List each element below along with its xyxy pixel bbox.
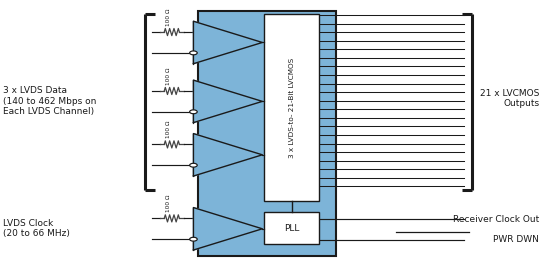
Circle shape [190, 51, 197, 55]
Polygon shape [193, 21, 262, 64]
Text: 100 Ω: 100 Ω [166, 8, 171, 26]
Text: 100 Ω: 100 Ω [166, 67, 171, 85]
Bar [264, 14, 319, 201]
Text: 100 Ω: 100 Ω [166, 195, 171, 212]
Circle shape [190, 110, 197, 114]
Text: 100 Ω: 100 Ω [166, 121, 171, 138]
Text: PLL: PLL [284, 224, 299, 233]
Bar [198, 11, 336, 256]
Text: 3 x LVDS-to- 21-Bit LVCMOS: 3 x LVDS-to- 21-Bit LVCMOS [288, 58, 295, 158]
Bar [264, 212, 319, 244]
Text: 3 x LVDS Data
(140 to 462 Mbps on
Each LVDS Channel): 3 x LVDS Data (140 to 462 Mbps on Each L… [3, 87, 96, 116]
Text: LVDS Clock
(20 to 66 MHz): LVDS Clock (20 to 66 MHz) [3, 219, 69, 238]
Text: 21 x LVCMOS
Outputs: 21 x LVCMOS Outputs [480, 89, 539, 108]
Polygon shape [193, 133, 262, 176]
Text: PWR DWN: PWR DWN [493, 235, 539, 244]
Polygon shape [193, 80, 262, 123]
Text: Receiver Clock Out: Receiver Clock Out [453, 215, 539, 224]
Polygon shape [193, 208, 262, 250]
Circle shape [190, 237, 197, 241]
Circle shape [190, 163, 197, 167]
